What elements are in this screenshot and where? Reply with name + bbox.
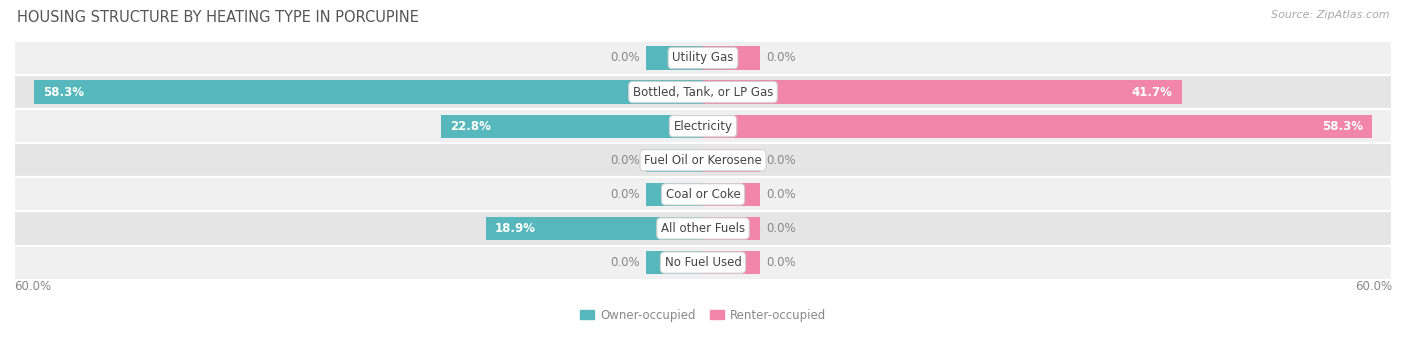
Text: No Fuel Used: No Fuel Used [665, 256, 741, 269]
Text: Fuel Oil or Kerosene: Fuel Oil or Kerosene [644, 154, 762, 167]
Bar [14, 246, 1392, 280]
Text: 0.0%: 0.0% [610, 51, 640, 64]
Text: 41.7%: 41.7% [1132, 86, 1173, 99]
Text: 0.0%: 0.0% [766, 188, 796, 201]
Bar [14, 109, 1392, 143]
Text: 0.0%: 0.0% [610, 154, 640, 167]
Bar [14, 211, 1392, 246]
Bar [645, 183, 703, 206]
Text: 0.0%: 0.0% [766, 51, 796, 64]
Text: 60.0%: 60.0% [14, 280, 51, 293]
Text: 58.3%: 58.3% [1322, 120, 1364, 133]
Text: Utility Gas: Utility Gas [672, 51, 734, 64]
Bar [14, 41, 1392, 75]
Bar [645, 251, 703, 274]
Text: 18.9%: 18.9% [495, 222, 536, 235]
Text: 0.0%: 0.0% [766, 222, 796, 235]
Text: 0.0%: 0.0% [766, 256, 796, 269]
Text: HOUSING STRUCTURE BY HEATING TYPE IN PORCUPINE: HOUSING STRUCTURE BY HEATING TYPE IN POR… [17, 10, 419, 25]
Bar [703, 251, 761, 274]
Text: 58.3%: 58.3% [42, 86, 84, 99]
Bar [645, 46, 703, 70]
Text: Bottled, Tank, or LP Gas: Bottled, Tank, or LP Gas [633, 86, 773, 99]
Text: Electricity: Electricity [673, 120, 733, 133]
Bar [703, 80, 1182, 104]
Text: Source: ZipAtlas.com: Source: ZipAtlas.com [1271, 10, 1389, 20]
Text: 60.0%: 60.0% [1355, 280, 1392, 293]
Bar [441, 115, 703, 138]
Legend: Owner-occupied, Renter-occupied: Owner-occupied, Renter-occupied [575, 304, 831, 326]
Bar [703, 115, 1372, 138]
Text: 22.8%: 22.8% [450, 120, 491, 133]
Text: 0.0%: 0.0% [610, 188, 640, 201]
Bar [486, 217, 703, 240]
Text: 0.0%: 0.0% [610, 256, 640, 269]
Bar [703, 183, 761, 206]
Bar [703, 149, 761, 172]
Bar [34, 80, 703, 104]
Bar [14, 75, 1392, 109]
Bar [703, 217, 761, 240]
Bar [703, 46, 761, 70]
Bar [645, 149, 703, 172]
Text: Coal or Coke: Coal or Coke [665, 188, 741, 201]
Bar [14, 177, 1392, 211]
Bar [14, 143, 1392, 177]
Text: 0.0%: 0.0% [766, 154, 796, 167]
Text: All other Fuels: All other Fuels [661, 222, 745, 235]
